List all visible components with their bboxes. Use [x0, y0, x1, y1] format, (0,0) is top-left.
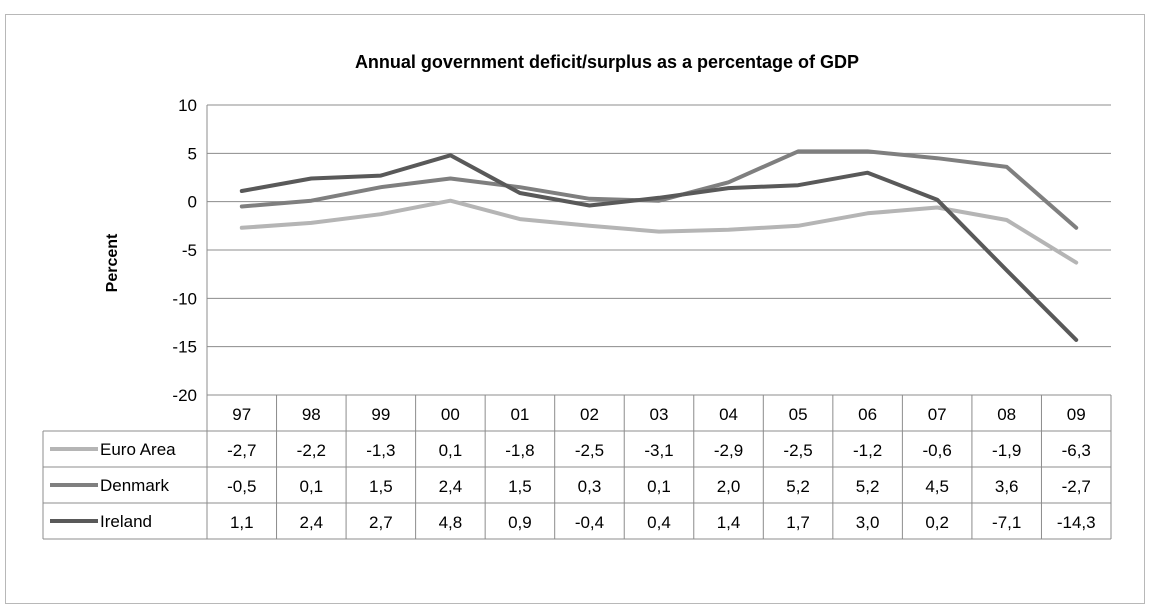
data-label: 0,1 — [299, 477, 323, 496]
y-tick-label: -5 — [182, 241, 197, 260]
data-label: -7,1 — [992, 513, 1021, 532]
data-label: 0,1 — [439, 441, 463, 460]
data-label: 2,4 — [439, 477, 463, 496]
data-label: 3,6 — [995, 477, 1019, 496]
data-label: 0,3 — [578, 477, 602, 496]
x-tick-label: 08 — [997, 405, 1016, 424]
x-tick-label: 07 — [928, 405, 947, 424]
legend-label: Euro Area — [100, 440, 176, 459]
y-tick-label: -20 — [172, 386, 197, 405]
data-label: -2,7 — [227, 441, 256, 460]
data-label: -0,5 — [227, 477, 256, 496]
data-label: -2,5 — [575, 441, 604, 460]
x-tick-label: 03 — [650, 405, 669, 424]
y-tick-labels: 10 5 0 -5 -10 -15 -20 — [172, 96, 197, 405]
data-label: 0,9 — [508, 513, 532, 532]
chart-frame: Annual government deficit/surplus as a p… — [5, 14, 1145, 604]
data-label: -2,9 — [714, 441, 743, 460]
y-tick-label: -15 — [172, 338, 197, 357]
x-tick-label: 05 — [789, 405, 808, 424]
data-label: -2,2 — [297, 441, 326, 460]
y-tick-label: 10 — [178, 96, 197, 115]
x-tick-label: 01 — [510, 405, 529, 424]
data-label: 1,5 — [369, 477, 393, 496]
x-tick-label: 99 — [371, 405, 390, 424]
series-line — [239, 149, 1079, 230]
data-label: -0,6 — [923, 441, 952, 460]
x-tick-label: 04 — [719, 405, 738, 424]
data-label: -1,8 — [505, 441, 534, 460]
data-label: -1,2 — [853, 441, 882, 460]
data-label: -6,3 — [1062, 441, 1091, 460]
x-tick-label: 98 — [302, 405, 321, 424]
data-label: 0,1 — [647, 477, 671, 496]
data-label: -1,3 — [366, 441, 395, 460]
y-tick-label: 0 — [188, 193, 197, 212]
data-label: -14,3 — [1057, 513, 1096, 532]
chart-title: Annual government deficit/surplus as a p… — [355, 52, 859, 72]
data-label: 5,2 — [856, 477, 880, 496]
chart-svg: Annual government deficit/surplus as a p… — [42, 52, 1112, 540]
series-line — [239, 198, 1079, 265]
data-label: -3,1 — [644, 441, 673, 460]
legend-label: Denmark — [100, 476, 169, 495]
data-label: -2,5 — [783, 441, 812, 460]
y-tick-label: 5 — [188, 144, 197, 163]
data-label: 1,5 — [508, 477, 532, 496]
data-label: 0,4 — [647, 513, 671, 532]
data-label: 1,4 — [717, 513, 741, 532]
data-label: 1,7 — [786, 513, 810, 532]
gridlines — [206, 104, 1111, 396]
data-label: -2,7 — [1062, 477, 1091, 496]
series-line — [239, 153, 1079, 342]
data-label: 2,7 — [369, 513, 393, 532]
y-axis-label: Percent — [104, 233, 121, 292]
data-label: 5,2 — [786, 477, 810, 496]
data-table: 97 98 99 00 01 02 03 04 05 06 07 08 09 Euro Area -2,7 -… — [42, 394, 1112, 540]
series-lines — [239, 149, 1079, 342]
data-label: 4,5 — [925, 477, 949, 496]
data-label: 2,0 — [717, 477, 741, 496]
data-label: 2,4 — [299, 513, 323, 532]
data-label: 0,2 — [925, 513, 949, 532]
x-tick-label: 00 — [441, 405, 460, 424]
data-label: -0,4 — [575, 513, 604, 532]
data-label: -1,9 — [992, 441, 1021, 460]
x-tick-label: 09 — [1067, 405, 1086, 424]
data-label: 1,1 — [230, 513, 254, 532]
data-label: 3,0 — [856, 513, 880, 532]
x-tick-label: 97 — [232, 405, 251, 424]
x-tick-label: 02 — [580, 405, 599, 424]
data-label: 4,8 — [439, 513, 463, 532]
y-tick-label: -10 — [172, 289, 197, 308]
legend-label: Ireland — [100, 512, 152, 531]
x-tick-label: 06 — [858, 405, 877, 424]
